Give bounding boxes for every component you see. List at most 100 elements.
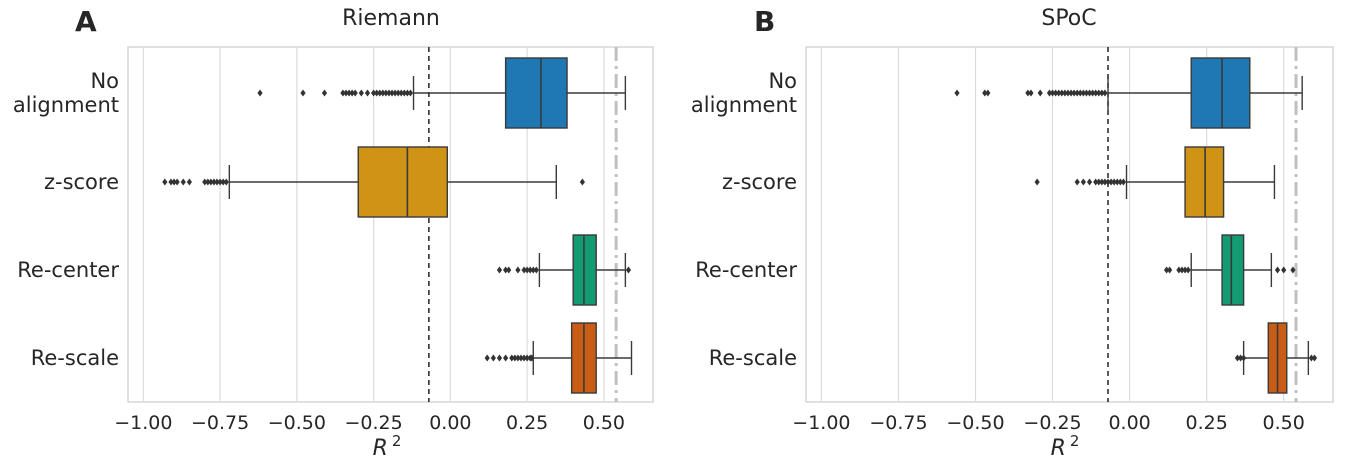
outlier-point xyxy=(1074,178,1080,186)
outlier-point xyxy=(1237,354,1244,362)
outlier-point xyxy=(321,89,328,97)
outlier-point xyxy=(1099,89,1105,97)
outlier-point xyxy=(521,266,527,274)
outlier-point xyxy=(401,89,407,97)
outlier-point xyxy=(1102,178,1108,186)
outlier-point xyxy=(208,178,214,186)
x-tick-label: 0.50 xyxy=(583,412,625,434)
outlier-point xyxy=(1046,89,1053,97)
outlier-point xyxy=(162,178,168,186)
outlier-point xyxy=(1167,266,1173,274)
outlier-point xyxy=(518,354,524,362)
outlier-point xyxy=(1059,89,1065,97)
outlier-point xyxy=(625,266,632,274)
outlier-point xyxy=(1108,178,1114,186)
outlier-point xyxy=(392,89,398,97)
outlier-point xyxy=(202,178,208,186)
outlier-point xyxy=(1074,89,1080,97)
panel-title: SPoC xyxy=(1041,6,1096,31)
outlier-point xyxy=(1068,89,1074,97)
x-axis-label-superscript: 2 xyxy=(1070,432,1080,450)
x-tick-label: −0.75 xyxy=(191,412,249,434)
outlier-point xyxy=(1099,178,1105,186)
outlier-point xyxy=(1034,178,1040,186)
outlier-point xyxy=(352,89,358,97)
box-re-center xyxy=(496,234,632,306)
outlier-point xyxy=(529,354,535,362)
outlier-point xyxy=(982,89,988,97)
category-label: z-score xyxy=(722,170,797,194)
outlier-point xyxy=(1102,89,1108,97)
outlier-point xyxy=(383,89,389,97)
outlier-point xyxy=(524,266,530,274)
box-iqr xyxy=(1221,234,1245,306)
x-tick-label: −0.50 xyxy=(946,412,1004,434)
category-label: Re-scale xyxy=(709,346,797,370)
x-axis-label-base: R xyxy=(373,436,388,459)
outlier-point xyxy=(1096,89,1102,97)
panel-label: A xyxy=(75,5,97,38)
panel-b: −1.00 −0.75 −0.50 −0.25 0.00 0.25 0.50 Noalignm… xyxy=(691,5,1334,459)
outlier-point xyxy=(358,89,364,97)
panel-a: −1.00 −0.75 −0.50 −0.25 0.00 0.25 0.50 Noalignm… xyxy=(13,5,654,459)
category-label: No xyxy=(90,69,119,93)
x-tick-label: 0.50 xyxy=(1263,412,1305,434)
outlier-point xyxy=(171,178,177,186)
outlier-point xyxy=(223,178,229,186)
outlier-point xyxy=(484,354,490,362)
box-no-alignment xyxy=(954,57,1303,129)
outlier-point xyxy=(180,178,186,186)
outlier-point xyxy=(1053,89,1059,97)
outlier-point xyxy=(1056,89,1062,97)
outlier-point xyxy=(1025,89,1031,97)
outlier-point xyxy=(530,266,536,274)
outlier-point xyxy=(1049,89,1056,97)
outlier-point xyxy=(349,89,355,97)
outlier-point xyxy=(1093,89,1099,97)
outlier-point xyxy=(1182,266,1188,274)
outlier-point xyxy=(340,89,346,97)
outlier-point xyxy=(1065,89,1071,97)
x-tick-label: −1.00 xyxy=(792,412,850,434)
category-label: Re-scale xyxy=(31,346,119,370)
outlier-point xyxy=(515,354,521,362)
outlier-point xyxy=(503,354,509,362)
plot-frame xyxy=(805,46,1334,403)
outlier-point xyxy=(404,89,410,97)
category-label: alignment xyxy=(691,93,797,117)
outlier-point xyxy=(380,89,386,97)
x-tick-label: −0.50 xyxy=(268,412,326,434)
box-iqr xyxy=(1190,57,1251,129)
outlier-point xyxy=(220,178,226,186)
outlier-point xyxy=(211,178,217,186)
category-label: alignment xyxy=(13,93,119,117)
outlier-point xyxy=(506,266,512,274)
x-axis-label-superscript: 2 xyxy=(392,432,402,450)
outlier-point xyxy=(579,178,585,186)
category-label: Re-center xyxy=(695,258,797,282)
outlier-point xyxy=(1163,266,1170,274)
outlier-point xyxy=(1176,266,1182,274)
box-re-scale xyxy=(484,322,633,394)
outlier-point xyxy=(1028,89,1034,97)
outlier-point xyxy=(205,178,211,186)
outlier-point xyxy=(1093,178,1099,186)
outlier-point xyxy=(1274,266,1281,274)
outlier-point xyxy=(503,266,509,274)
outlier-point xyxy=(398,89,404,97)
outlier-point xyxy=(1111,178,1117,186)
outlier-point xyxy=(1179,266,1185,274)
box-z-score xyxy=(1034,146,1276,218)
outlier-point xyxy=(1096,178,1102,186)
outlier-point xyxy=(1117,178,1123,186)
outlier-point xyxy=(300,89,306,97)
outlier-point xyxy=(1090,89,1096,97)
outlier-point xyxy=(1114,178,1120,186)
outlier-point xyxy=(377,89,383,97)
outlier-point xyxy=(186,178,193,186)
outlier-point xyxy=(1241,354,1247,362)
outlier-point xyxy=(521,354,527,362)
